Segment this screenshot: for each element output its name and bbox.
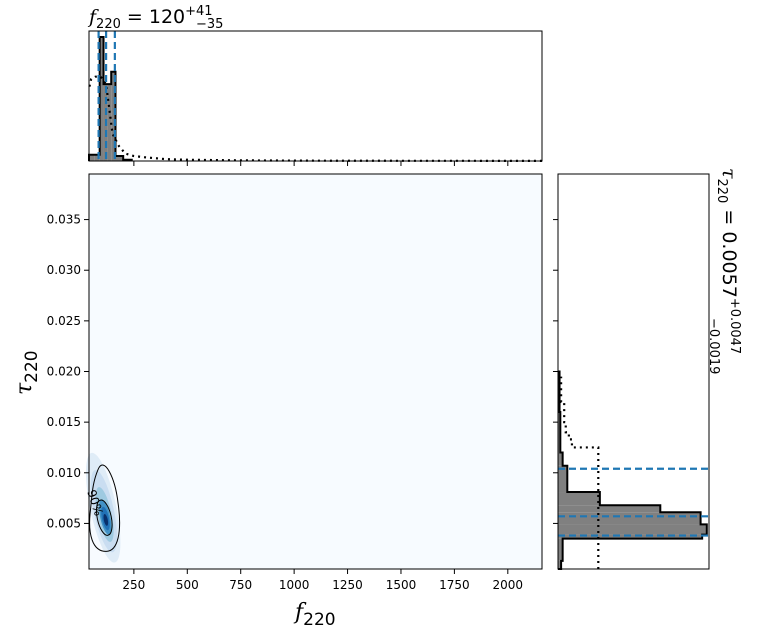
- y-tick-label: 0.015: [47, 415, 81, 429]
- x-tick-label: 1250: [332, 578, 363, 592]
- y-axis-label: τ220: [12, 350, 42, 395]
- top-hist-bar: [99, 37, 104, 161]
- contour-outer: [89, 464, 121, 552]
- right-marginal-panel: τ220 = 0.0057+0.0047 −0.0019: [553, 168, 742, 570]
- x-tick-label: 500: [176, 578, 199, 592]
- right-hist-bar: [558, 452, 563, 466]
- top-panel-title: f220 = 120+41: [87, 4, 213, 32]
- joint-y-ticks: 0.005 0.010 0.015 0.020 0.025 0.030 0.035: [47, 213, 89, 530]
- x-tick-label: 2000: [493, 578, 524, 592]
- right-quantile-lines: [558, 467, 709, 537]
- right-title-err-down: −0.0019: [706, 318, 721, 374]
- y-tick-label: 0.020: [47, 365, 81, 379]
- top-hist-bar: [94, 154, 100, 161]
- joint-x-ticks: 250 500 750 1000 1250 1500 1750 2000: [122, 569, 523, 592]
- right-title-subscript: 220: [714, 179, 729, 204]
- x-tick-label: 1500: [386, 578, 417, 592]
- right-title-symbol: τ: [718, 168, 740, 179]
- top-title-err-up: +41: [185, 4, 212, 19]
- joint-panel: 90% 250 500 750 1000 1250 1500 1750 2000 0.0050…: [12, 173, 543, 630]
- right-hist-bar: [558, 512, 701, 525]
- top-title-subscript: 220: [96, 17, 121, 32]
- x-tick-label: 1750: [439, 578, 470, 592]
- top-title-err-down: −35: [196, 17, 223, 32]
- right-prior-outline: [560, 376, 600, 569]
- right-hist-bar: [558, 524, 707, 535]
- y-axis-label-subscript: 220: [22, 350, 42, 382]
- right-hist-bar: [558, 465, 568, 493]
- svg-text:τ220: τ220: [12, 350, 42, 395]
- joint-contours: [89, 464, 121, 552]
- right-title-value: = 0.0057: [718, 203, 740, 297]
- x-axis-label-subscript: 220: [303, 610, 335, 630]
- top-hist-bar: [107, 84, 112, 161]
- top-marginal-panel: f220 = 120+41 −35: [87, 4, 543, 166]
- top-panel-frame: [88, 30, 543, 162]
- y-tick-label: 0.010: [47, 466, 81, 480]
- contour-inner: [95, 499, 113, 536]
- x-tick-label: 1000: [279, 578, 310, 592]
- right-hist-bar: [558, 560, 562, 569]
- density-level: [103, 514, 109, 526]
- svg-text:τ220 = 0.0057+0.0047: τ220 = 0.0057+0.0047: [714, 168, 742, 354]
- y-tick-label: 0.025: [47, 314, 81, 328]
- right-histogram-bars: [558, 370, 708, 570]
- right-hist-outline: [558, 370, 708, 570]
- right-y-ticks: [553, 219, 558, 524]
- joint-density-background: [89, 174, 542, 569]
- x-tick-label: 250: [122, 578, 145, 592]
- top-hist-bar: [111, 71, 116, 161]
- top-hist-outline: [88, 36, 133, 161]
- top-title-symbol: f: [87, 6, 99, 28]
- x-axis-label: f220: [293, 600, 336, 630]
- right-panel-title: τ220 = 0.0057+0.0047 −0.0019: [706, 168, 742, 374]
- top-x-ticks: [133, 161, 509, 166]
- y-tick-label: 0.035: [47, 213, 81, 227]
- right-hist-bar: [558, 538, 563, 561]
- right-hist-bar: [558, 492, 600, 506]
- x-tick-label: 750: [229, 578, 252, 592]
- top-hist-bar: [89, 154, 95, 161]
- top-hist-bar: [115, 156, 124, 161]
- y-tick-label: 0.005: [47, 516, 81, 530]
- y-axis-label-symbol: τ: [12, 382, 37, 395]
- right-hist-bar: [558, 505, 661, 513]
- right-title-err-up: +0.0047: [727, 298, 742, 354]
- top-title-value: = 120: [121, 6, 185, 28]
- y-tick-label: 0.030: [47, 263, 81, 277]
- right-hist-bar: [558, 412, 561, 453]
